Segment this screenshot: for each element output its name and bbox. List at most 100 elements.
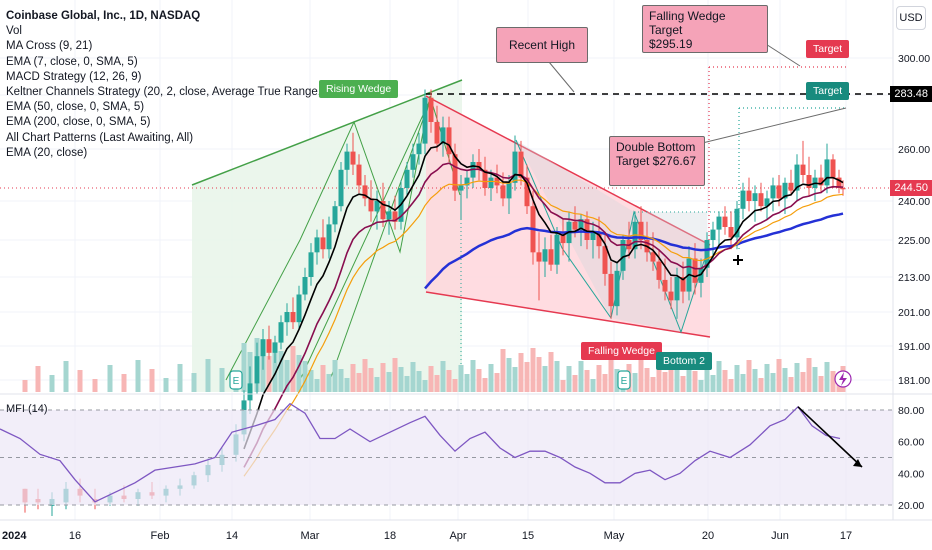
candle-body — [272, 342, 278, 353]
candle-body — [452, 154, 458, 191]
volume-bar — [63, 361, 69, 392]
candle-body — [344, 151, 350, 170]
time-tick-label: Feb — [151, 530, 170, 542]
cross-marker — [733, 255, 743, 265]
candle-body — [428, 97, 434, 122]
legend-item[interactable]: All Chart Patterns (Last Awaiting, All) — [6, 131, 194, 144]
candle-body — [818, 177, 824, 186]
candle-body — [247, 383, 253, 401]
volume-bar — [440, 361, 446, 392]
candle-body — [368, 198, 374, 212]
volume-bar — [434, 375, 440, 392]
volume-bar — [614, 369, 620, 392]
recent-high-callout: Recent High — [496, 27, 588, 63]
volume-bar — [290, 346, 296, 392]
volume-bar — [494, 373, 500, 392]
mfi-tick-label: 40.00 — [898, 468, 924, 480]
volume-bar — [266, 356, 272, 392]
candle-body — [662, 279, 668, 292]
candle-body — [602, 246, 608, 274]
legend-item[interactable]: Keltner Channels Strategy (20, 2, close,… — [6, 86, 341, 99]
volume-bar — [326, 374, 332, 392]
volume-bar — [452, 379, 458, 392]
chart-legend: Coinbase Global, Inc., 1D, NASDAQ Vol MA… — [6, 9, 341, 161]
volume-bar — [177, 364, 183, 392]
time-tick-label: 16 — [69, 530, 81, 542]
ema-50-line — [424, 212, 844, 290]
rising-wedge-tag: Rising Wedge — [319, 80, 399, 98]
time-tick-label: 14 — [226, 530, 238, 542]
volume-bar — [314, 379, 320, 392]
volume-bar — [566, 366, 572, 392]
candle-body — [380, 201, 386, 220]
candle-body — [260, 339, 266, 357]
candle-body — [314, 237, 320, 253]
volume-bar — [524, 362, 530, 392]
mfi-label[interactable]: MFI (14) — [6, 403, 48, 415]
volume-bar — [818, 376, 824, 392]
time-tick-label: Mar — [301, 530, 320, 542]
candle-body — [422, 97, 428, 144]
volume-bar — [602, 374, 608, 392]
legend-item[interactable]: EMA (200, close, 0, SMA, 5) — [6, 116, 151, 129]
legend-item[interactable]: EMA (20, close) — [6, 146, 88, 159]
candle-body — [638, 221, 644, 240]
legend-item[interactable]: EMA (50, close, 0, SMA, 5) — [6, 101, 145, 114]
volume-bar — [650, 377, 656, 392]
price-tick-label: 191.00 — [898, 341, 930, 353]
candle-body — [752, 193, 758, 201]
volume-bar — [302, 361, 308, 392]
current-price-label: 244.50 — [890, 180, 932, 196]
volume-bar — [416, 371, 422, 392]
candle-body — [500, 185, 506, 199]
volume-bar — [278, 351, 284, 392]
symbol-title: Coinbase Global, Inc., 1D, NASDAQ — [6, 10, 201, 22]
candle-body — [698, 267, 704, 283]
candle-body — [788, 182, 794, 191]
volume-bar — [758, 378, 764, 392]
volume-bar — [668, 358, 674, 392]
candle-body — [806, 175, 812, 188]
legend-item[interactable]: MACD Strategy (12, 26, 9) — [6, 70, 142, 83]
candle-body — [674, 277, 680, 301]
price-tick-label: 201.00 — [898, 307, 930, 319]
price-tick-label: 225.00 — [898, 235, 930, 247]
candle-body — [518, 151, 524, 178]
volume-bar — [716, 361, 722, 392]
candle-body — [278, 322, 284, 343]
legend-item[interactable]: Vol — [6, 25, 22, 38]
price-tick-label: 260.00 — [898, 144, 930, 156]
volume-bar — [219, 368, 225, 392]
candle-body — [740, 190, 746, 209]
legend-item[interactable]: MA Cross (9, 21) — [6, 40, 93, 53]
volume-bar — [596, 365, 602, 392]
volume-bar — [356, 373, 362, 392]
volume-bar — [800, 372, 806, 392]
volume-bar — [22, 380, 28, 392]
volume-bar — [722, 370, 728, 392]
volume-bar — [392, 358, 398, 392]
volume-bar — [608, 360, 614, 392]
time-tick-label: Apr — [449, 530, 466, 542]
candle-body — [590, 232, 596, 240]
volume-bar — [476, 369, 482, 392]
candle-body — [710, 229, 716, 240]
mfi-arrow-head — [853, 459, 862, 467]
bottom2-tag: Bottom 2 — [656, 352, 713, 370]
volume-bar — [163, 378, 169, 392]
candle-body — [704, 240, 710, 268]
lightning-icon — [839, 372, 847, 386]
currency-button[interactable]: USD — [896, 6, 926, 30]
ema-21-line — [243, 179, 844, 477]
legend-item[interactable]: EMA (7, close, 0, SMA, 5) — [6, 55, 138, 68]
candle-body — [680, 277, 686, 292]
volume-bar — [458, 365, 464, 392]
falling-wedge-upper — [425, 95, 711, 246]
volume-bar — [560, 380, 566, 392]
candle-body — [794, 164, 800, 191]
volume-bar — [470, 360, 476, 392]
candle-body — [542, 249, 548, 262]
volume-bar — [77, 370, 83, 392]
price-tick-label: 213.00 — [898, 272, 930, 284]
